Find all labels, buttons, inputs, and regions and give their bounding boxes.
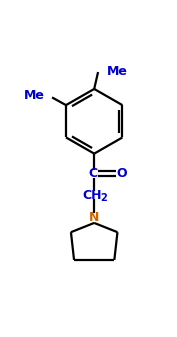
Text: 2: 2 (100, 192, 107, 203)
Text: Me: Me (23, 89, 44, 102)
Text: CH: CH (82, 189, 102, 202)
Text: N: N (89, 211, 99, 224)
Text: C: C (88, 167, 97, 180)
Text: Me: Me (107, 65, 127, 78)
Text: O: O (117, 167, 127, 180)
